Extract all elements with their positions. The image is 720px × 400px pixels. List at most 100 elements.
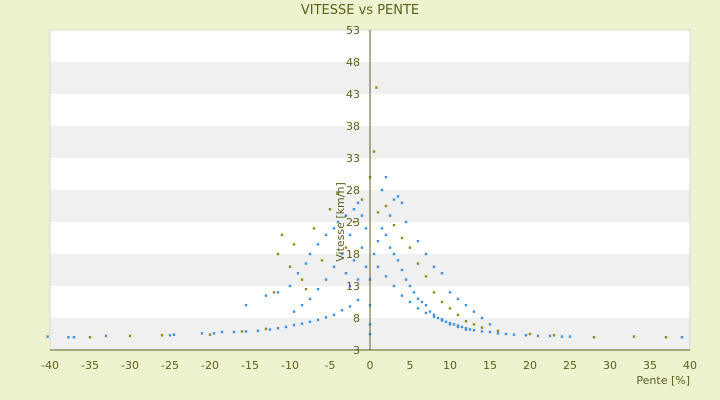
- data-point: [376, 211, 380, 214]
- x-tick-label: 25: [563, 359, 577, 372]
- x-axis-label: Pente [%]: [636, 374, 690, 387]
- data-point: [456, 324, 460, 327]
- x-tick-label: 15: [483, 359, 497, 372]
- data-point: [424, 275, 428, 278]
- data-point: [336, 192, 340, 195]
- data-point: [208, 333, 212, 336]
- data-point: [432, 291, 436, 294]
- data-point: [352, 220, 356, 224]
- data-point: [464, 304, 468, 307]
- data-point: [348, 284, 352, 288]
- data-point: [456, 297, 460, 300]
- data-point: [428, 310, 432, 313]
- data-point: [528, 332, 532, 336]
- y-tick-label: 33: [346, 152, 360, 165]
- data-point: [384, 176, 388, 179]
- data-point: [480, 326, 484, 329]
- data-point: [324, 316, 328, 319]
- data-point: [72, 336, 76, 339]
- data-point: [344, 214, 348, 217]
- data-point: [300, 304, 304, 307]
- data-point: [88, 336, 92, 339]
- data-point: [264, 294, 268, 297]
- data-point: [344, 246, 348, 249]
- data-point: [332, 313, 336, 316]
- data-point: [340, 309, 344, 312]
- data-point: [536, 334, 540, 338]
- x-tick-label: -40: [41, 359, 59, 372]
- data-point: [416, 262, 420, 265]
- data-point: [304, 288, 308, 291]
- data-point: [276, 252, 280, 256]
- data-point: [560, 335, 564, 338]
- data-point: [336, 220, 340, 224]
- data-point: [396, 195, 400, 198]
- y-axis-label: Vitesse [km/h]: [334, 182, 347, 262]
- data-point: [172, 333, 176, 336]
- y-tick-label: 28: [346, 184, 360, 197]
- chart-title: VITESSE vs PENTE: [301, 3, 419, 18]
- data-point: [460, 325, 464, 329]
- data-point: [464, 327, 468, 330]
- data-point: [352, 259, 356, 262]
- data-point: [288, 284, 292, 288]
- data-point: [240, 330, 244, 333]
- data-point: [288, 265, 292, 268]
- data-point: [424, 252, 428, 256]
- data-point: [480, 316, 484, 320]
- y-tick-label: 3: [353, 344, 360, 357]
- data-point: [456, 313, 460, 316]
- data-point: [256, 329, 260, 332]
- data-point: [424, 311, 428, 315]
- data-point: [464, 328, 468, 331]
- data-point: [312, 227, 316, 230]
- data-point: [444, 320, 448, 324]
- data-point: [332, 227, 336, 230]
- data-point: [284, 325, 288, 329]
- data-point: [292, 323, 296, 327]
- data-point: [488, 323, 492, 326]
- data-point: [268, 328, 272, 331]
- x-tick-label: 5: [407, 359, 414, 372]
- data-point: [432, 315, 436, 318]
- y-tick-label: 18: [346, 248, 360, 261]
- data-point: [448, 323, 452, 326]
- data-point: [380, 188, 384, 192]
- data-point: [396, 259, 400, 262]
- data-point: [440, 318, 444, 321]
- data-point: [372, 150, 376, 153]
- data-point: [160, 334, 164, 337]
- data-point: [316, 243, 320, 246]
- data-point: [340, 252, 344, 256]
- data-point: [356, 201, 360, 204]
- data-point: [392, 224, 396, 227]
- data-point: [416, 240, 420, 243]
- data-point: [524, 334, 528, 337]
- data-point: [496, 332, 500, 335]
- data-point: [264, 327, 268, 331]
- data-point: [276, 327, 280, 330]
- data-point: [280, 233, 284, 236]
- data-point: [388, 214, 392, 217]
- data-point: [448, 321, 452, 325]
- data-point: [300, 322, 304, 325]
- data-point: [568, 335, 572, 338]
- data-point: [432, 265, 436, 268]
- data-point: [384, 204, 388, 208]
- data-point: [392, 252, 396, 256]
- data-point: [364, 265, 368, 268]
- data-point: [200, 332, 204, 335]
- data-point: [356, 278, 360, 281]
- data-point: [244, 304, 248, 307]
- data-point: [220, 330, 224, 334]
- axes: [50, 30, 690, 351]
- x-tick-label: -10: [281, 359, 299, 372]
- data-point: [440, 272, 444, 275]
- data-point: [356, 298, 360, 302]
- x-tick-label: 35: [643, 359, 657, 372]
- x-tick-label: 10: [443, 359, 457, 372]
- data-point: [320, 259, 324, 262]
- data-point: [384, 233, 388, 236]
